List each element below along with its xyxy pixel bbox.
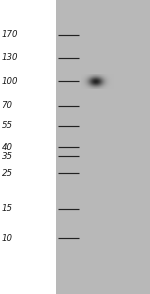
- FancyBboxPatch shape: [56, 0, 150, 294]
- Text: 15: 15: [2, 204, 12, 213]
- Text: 70: 70: [2, 101, 12, 110]
- Text: 10: 10: [2, 234, 12, 243]
- Text: 100: 100: [2, 77, 18, 86]
- Text: 170: 170: [2, 30, 18, 39]
- Text: 35: 35: [2, 152, 12, 161]
- FancyBboxPatch shape: [0, 0, 56, 294]
- Text: 55: 55: [2, 121, 12, 130]
- Text: 25: 25: [2, 169, 12, 178]
- Text: 40: 40: [2, 143, 12, 151]
- Text: 130: 130: [2, 53, 18, 62]
